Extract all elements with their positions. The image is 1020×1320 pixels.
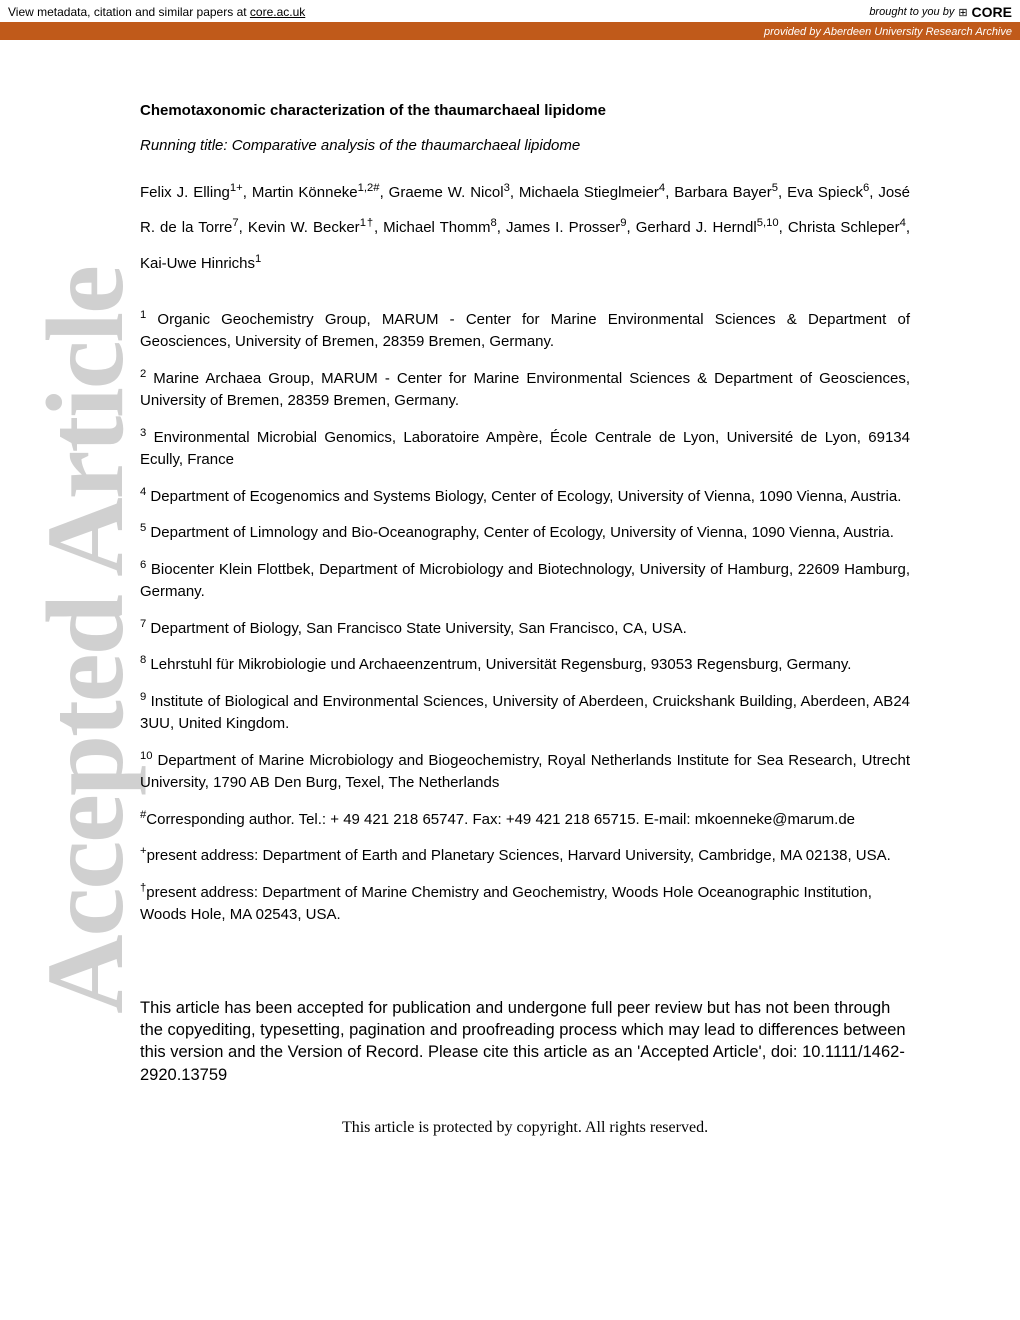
- affiliation-10: 10 Department of Marine Microbiology and…: [140, 750, 910, 795]
- core-logo: CORE: [972, 4, 1012, 20]
- provided-by-prefix: provided by: [764, 26, 824, 38]
- affiliation-3: 3 Environmental Microbial Genomics, Labo…: [140, 427, 910, 472]
- author-list: Felix J. Elling1+, Martin Könneke1,2#, G…: [140, 175, 910, 281]
- archive-link[interactable]: Aberdeen University Research Archive: [823, 26, 1012, 38]
- core-link[interactable]: core.ac.uk: [250, 5, 305, 19]
- brought-by-text: brought to you by: [869, 6, 954, 18]
- page-body: Accepted Article Chemotaxonomic characte…: [0, 40, 1020, 1180]
- watermark-container: Accepted Article: [15, 100, 155, 1180]
- core-icon: ⊞: [958, 6, 967, 19]
- paper-title: Chemotaxonomic characterization of the t…: [140, 100, 910, 123]
- affiliation-2: 2 Marine Archaea Group, MARUM - Center f…: [140, 368, 910, 413]
- core-banner: View metadata, citation and similar pape…: [0, 0, 1020, 24]
- affiliation-7: 7 Department of Biology, San Francisco S…: [140, 618, 910, 641]
- affiliation-4: 4 Department of Ecogenomics and Systems …: [140, 486, 910, 509]
- acceptance-notice: This article has been accepted for publi…: [140, 997, 910, 1086]
- present-address-dagger: †present address: Department of Marine C…: [140, 882, 910, 927]
- corresponding-author: #Corresponding author. Tel.: + 49 421 21…: [140, 809, 910, 832]
- provided-by-banner: provided by Aberdeen University Research…: [0, 24, 1020, 40]
- paper-content: Chemotaxonomic characterization of the t…: [140, 100, 910, 1140]
- affiliation-9: 9 Institute of Biological and Environmen…: [140, 691, 910, 736]
- affiliation-1: 1 Organic Geochemistry Group, MARUM - Ce…: [140, 309, 910, 354]
- running-title: Running title: Comparative analysis of t…: [140, 135, 910, 158]
- present-address-plus: +present address: Department of Earth an…: [140, 845, 910, 868]
- affiliation-5: 5 Department of Limnology and Bio-Oceano…: [140, 522, 910, 545]
- banner-left-text: View metadata, citation and similar pape…: [8, 5, 250, 19]
- banner-left: View metadata, citation and similar pape…: [8, 5, 305, 19]
- copyright-notice: This article is protected by copyright. …: [140, 1116, 910, 1140]
- accepted-article-watermark: Accepted Article: [22, 267, 149, 1014]
- banner-right: brought to you by ⊞ CORE: [869, 4, 1012, 20]
- affiliation-6: 6 Biocenter Klein Flottbek, Department o…: [140, 559, 910, 604]
- affiliation-8: 8 Lehrstuhl für Mikrobiologie und Archae…: [140, 654, 910, 677]
